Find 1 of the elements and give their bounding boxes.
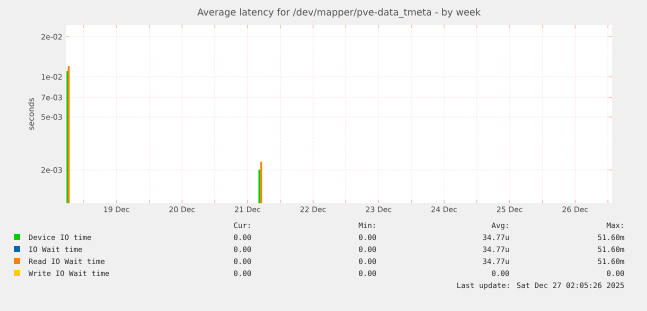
chart-title: Average latency for /dev/mapper/pve-data_tmeta - by week: [197, 8, 481, 18]
